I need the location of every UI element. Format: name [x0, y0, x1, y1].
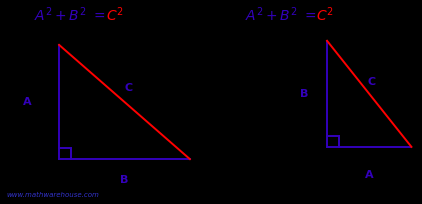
- Text: www.mathwarehouse.com: www.mathwarehouse.com: [6, 192, 99, 198]
- Text: C: C: [367, 76, 376, 87]
- Text: B: B: [120, 174, 129, 185]
- Text: $A^2 + B^2\ =\ $: $A^2 + B^2\ =\ $: [34, 5, 106, 24]
- Text: A: A: [23, 97, 32, 107]
- Text: A: A: [365, 170, 373, 181]
- Text: $C^2$: $C^2$: [316, 5, 334, 24]
- Text: $C^2$: $C^2$: [106, 5, 123, 24]
- Text: B: B: [300, 89, 308, 99]
- Text: C: C: [124, 83, 133, 93]
- Text: $A^2 + B^2\ =\ $: $A^2 + B^2\ =\ $: [245, 5, 316, 24]
